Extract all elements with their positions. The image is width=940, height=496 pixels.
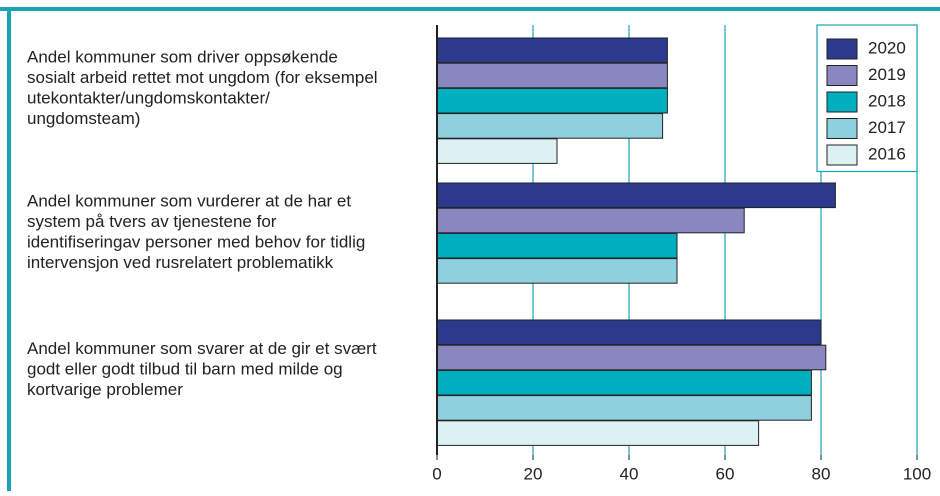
bar bbox=[436, 207, 745, 234]
legend-swatch bbox=[826, 118, 858, 139]
x-tick-label: 0 bbox=[432, 464, 441, 483]
legend-swatch bbox=[826, 91, 858, 113]
category-label: sosialt arbeid rettet mot ungdom (for ek… bbox=[27, 68, 378, 87]
bar bbox=[436, 258, 678, 284]
legend-label: 2017 bbox=[868, 118, 906, 137]
x-tick-label: 40 bbox=[620, 464, 639, 483]
legend-label: 2020 bbox=[868, 38, 906, 57]
legend-swatch bbox=[826, 38, 858, 60]
legend-label: 2016 bbox=[868, 144, 906, 163]
legend-swatch bbox=[826, 65, 858, 86]
bar bbox=[436, 62, 668, 89]
bar bbox=[436, 319, 822, 346]
category-label: identifiseringav personer med behov for … bbox=[27, 233, 365, 252]
bar bbox=[436, 87, 668, 114]
bar bbox=[436, 344, 827, 371]
category-label: ungdomsteam) bbox=[27, 109, 140, 128]
bar bbox=[436, 232, 678, 259]
bar bbox=[436, 420, 760, 446]
x-tick-label: 60 bbox=[716, 464, 735, 483]
category-label: Andel kommuner som vurderer at de har et bbox=[27, 192, 351, 211]
bar bbox=[436, 182, 836, 209]
category-label: utekontakter/ungdomskontakter/ bbox=[27, 89, 270, 108]
bar bbox=[436, 138, 558, 164]
bar bbox=[436, 37, 668, 64]
category-label: godt eller godt tilbud til barn med mild… bbox=[27, 359, 343, 378]
category-label: kortvarige problemer bbox=[27, 380, 183, 399]
x-tick-label: 80 bbox=[812, 464, 831, 483]
legend-label: 2019 bbox=[868, 65, 906, 84]
x-tick-label: 20 bbox=[524, 464, 543, 483]
category-label: intervensjon ved rusrelatert problematik… bbox=[27, 253, 334, 272]
bar bbox=[436, 369, 812, 396]
category-label: Andel kommuner som driver oppsøkende bbox=[27, 48, 338, 67]
legend-label: 2018 bbox=[868, 91, 906, 110]
bar bbox=[436, 113, 664, 139]
category-label: system på tvers av tjenestene for bbox=[27, 212, 277, 231]
legend-swatch bbox=[826, 144, 858, 166]
x-tick-label: 100 bbox=[903, 464, 931, 483]
bar bbox=[436, 395, 812, 421]
category-label: Andel kommuner som svarer at de gir et s… bbox=[27, 339, 377, 358]
